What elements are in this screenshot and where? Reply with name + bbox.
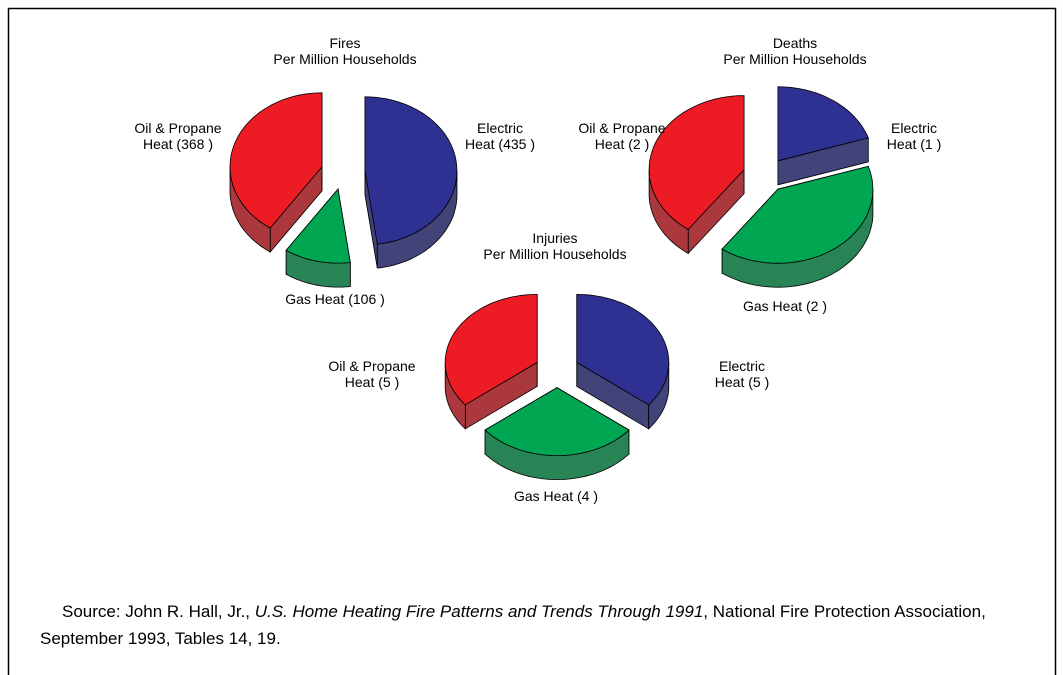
slice-label: Heat (5 ) xyxy=(345,374,399,390)
slice xyxy=(648,95,745,230)
slice-label: Heat (2 ) xyxy=(595,136,649,152)
slice xyxy=(721,165,874,264)
slice-label: Oil & Propane xyxy=(578,120,665,136)
slice xyxy=(364,96,458,245)
slice-label: Heat (5 ) xyxy=(715,374,769,390)
source-note: Source: John R. Hall, Jr., U.S. Home Hea… xyxy=(40,598,1040,652)
slice-label: Heat (1 ) xyxy=(887,136,941,152)
slice xyxy=(484,387,630,457)
slice-label: Gas Heat (106 ) xyxy=(285,291,385,307)
source-text: , National Fire Protection Association, … xyxy=(40,602,986,648)
slice-label: Heat (435 ) xyxy=(465,136,535,152)
chart-title: Per Million Households xyxy=(483,246,626,262)
chart-title: Per Million Households xyxy=(723,51,866,67)
source-text: Source: John R. Hall, Jr., xyxy=(62,602,255,621)
slice xyxy=(229,92,323,229)
slice xyxy=(576,293,670,406)
source-title: U.S. Home Heating Fire Patterns and Tren… xyxy=(254,602,704,621)
frame xyxy=(7,7,1057,675)
chart-title: Deaths xyxy=(773,35,817,51)
slice-label: Gas Heat (4 ) xyxy=(514,488,598,504)
slice xyxy=(444,293,538,406)
slice-label: Oil & Propane xyxy=(134,120,221,136)
slice-label: Gas Heat (2 ) xyxy=(743,298,827,314)
chart-title: Per Million Households xyxy=(273,51,416,67)
slice-label: Electric xyxy=(891,120,937,136)
slice xyxy=(285,188,351,264)
slice-label: Oil & Propane xyxy=(328,358,415,374)
slice-label: Electric xyxy=(477,120,523,136)
slice xyxy=(777,86,869,162)
chart-title: Injuries xyxy=(532,230,577,246)
chart-title: Fires xyxy=(329,35,360,51)
slice-label: Heat (368 ) xyxy=(143,136,213,152)
slice-label: Electric xyxy=(719,358,765,374)
